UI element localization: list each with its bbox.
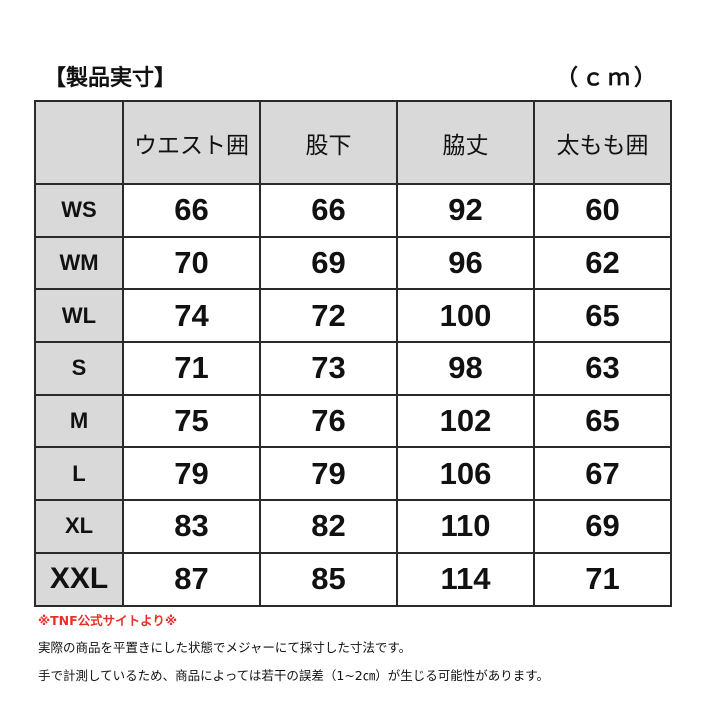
table-row: S 71 73 98 63 [34,341,672,396]
source-note: ※TNF公式サイトより※ [38,613,178,628]
size-label: L [34,446,124,502]
measurement-cell: 72 [259,288,398,344]
column-header: 太もも囲 [533,100,672,185]
measurement-cell: 92 [396,183,535,238]
measurement-cell: 110 [396,499,535,554]
measurement-cell: 75 [122,393,261,449]
measurement-cell: 67 [533,446,672,502]
size-label: WM [34,235,124,291]
measurement-cell: 70 [122,235,261,291]
measurement-cell: 71 [533,551,672,607]
unit-label: （ｃｍ） [556,66,661,91]
measurement-cell: 79 [259,446,398,502]
measurement-cell: 66 [259,183,398,238]
table-row: WM 70 69 96 62 [34,235,672,291]
column-header: 脇丈 [396,100,535,185]
column-header: ウエスト囲 [122,100,261,185]
measurement-cell: 69 [533,499,672,554]
table-header-row: ウエスト囲 股下 脇丈 太もも囲 [34,100,672,185]
measurement-cell: 102 [396,393,535,449]
size-label: S [34,341,124,396]
table-row: WL 74 72 100 65 [34,288,672,344]
measurement-cell: 87 [122,551,261,607]
measurement-cell: 65 [533,393,672,449]
measurement-cell: 76 [259,393,398,449]
measurement-cell: 63 [533,341,672,396]
error-note: 手で計測しているため、商品によっては若干の誤差（1~2㎝）が生じる可能性がありま… [38,668,550,683]
table-row: L 79 79 106 67 [34,446,672,502]
size-label: XL [34,499,124,554]
measurement-cell: 65 [533,288,672,344]
size-label: WL [34,288,124,344]
table-row: XL 83 82 110 69 [34,499,672,554]
column-header [34,100,124,185]
measurement-cell: 69 [259,235,398,291]
table-row: XXL 87 85 114 71 [34,551,672,607]
measurement-cell: 100 [396,288,535,344]
size-table: ウエスト囲 股下 脇丈 太もも囲 WS 66 66 92 60 WM 70 69 96 62 WL 7… [34,100,672,607]
measurement-cell: 83 [122,499,261,554]
measurement-cell: 74 [122,288,261,344]
size-label: XXL [34,551,124,607]
measurement-cell: 82 [259,499,398,554]
measurement-cell: 79 [122,446,261,502]
measurement-cell: 96 [396,235,535,291]
measurement-cell: 71 [122,341,261,396]
measurement-cell: 114 [396,551,535,607]
table-row: WS 66 66 92 60 [34,183,672,238]
measurement-cell: 62 [533,235,672,291]
table-row: M 75 76 102 65 [34,393,672,449]
measurement-cell: 98 [396,341,535,396]
measurement-cell: 85 [259,551,398,607]
page-title: 【製品実寸】 [44,66,177,91]
measurement-cell: 106 [396,446,535,502]
measurement-cell: 66 [122,183,261,238]
size-label: WS [34,183,124,238]
measurement-cell: 60 [533,183,672,238]
measurement-cell: 73 [259,341,398,396]
measurement-note: 実際の商品を平置きにした状態でメジャーにて採寸した寸法です。 [38,640,412,655]
size-label: M [34,393,124,449]
column-header: 股下 [259,100,398,185]
